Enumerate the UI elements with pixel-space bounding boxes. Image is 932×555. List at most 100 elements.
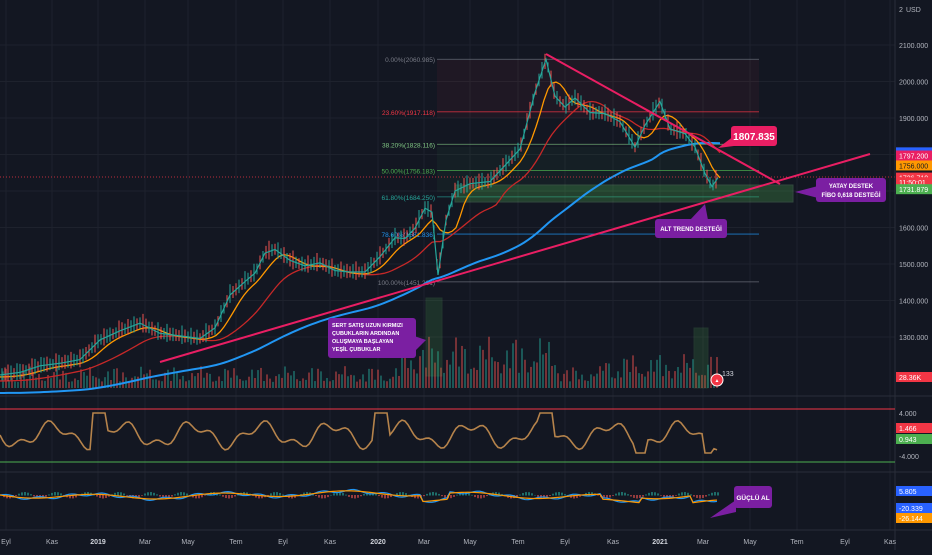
volume-bar [533,361,535,388]
sell-bars-callout[interactable]: SERT SATIŞ UZUN KIRMIZI ÇUBUKLARIN ARDIN… [328,318,426,358]
histogram-bar [693,495,695,497]
time-axis[interactable]: Eyl Kas 2019 Mar May Tem Eyl Kas 2020 Mar May Tem Ey… [1,539,896,546]
time-axis-label: Eyl [560,539,570,546]
volume-bar [689,367,691,388]
histogram-bar [396,493,398,496]
volume-bar [452,351,454,388]
volume-bar [155,379,157,388]
histogram-bar [678,493,680,496]
price-label-callout[interactable]: 1807.835 [718,126,777,148]
fibonacci-retracement[interactable]: 0.00%(2060.985) 23.60%(1917.118) 38.20%(18… [378,57,759,287]
histogram-bar [573,495,575,499]
moving-average-20-line [0,81,721,378]
histogram-bar [657,493,659,496]
histogram-bar [345,494,347,496]
histogram-bar [714,492,716,496]
volume-bar [590,374,592,388]
event-marker[interactable]: ▲ 133 [710,371,734,387]
histogram-bar [318,495,320,498]
price-badge [896,177,932,188]
volume-bar [629,372,631,388]
histogram-bar [624,492,626,496]
volume-bar [275,376,277,388]
horizontal-support-zone[interactable] [454,184,794,203]
volume-bar [296,379,298,388]
volume-bar [464,349,466,388]
volume-bar [341,374,343,388]
volume-bar [614,378,616,388]
histogram-bar [552,493,554,496]
oscillator-pane-1[interactable] [0,408,895,463]
green-bars-highlight-right[interactable] [693,327,709,389]
volume-bar [206,372,208,388]
histogram-bar [453,495,455,497]
moving-average-200-line [0,141,721,394]
histogram-bar [303,492,305,496]
volume-bar [611,377,613,388]
histogram-bar [138,495,140,498]
histogram-bar [636,495,638,499]
histogram-bar [405,493,407,496]
lower-trend-support-callout[interactable]: ALT TREND DESTEĞİ [655,204,727,238]
volume-bar [650,360,652,388]
descending-trendline[interactable] [545,53,781,185]
volume-bar [632,355,634,388]
histogram-bar [702,495,704,498]
volume-bar [128,381,130,388]
volume-bar [617,371,619,388]
volume-bar [143,374,145,388]
histogram-bar [423,495,425,497]
histogram-bar [234,495,236,497]
horizontal-support-callout[interactable]: YATAY DESTEK FİBO 0,618 DESTEĞİ [795,178,886,202]
histogram-bar [279,492,281,496]
price-tick-label: 1900.000 [899,116,928,123]
oscillator-badges: 4.000 -4.000 1.466 0.943 5.805 -20.339 -26.144 [896,411,932,523]
volume-bar [362,374,364,388]
histogram-bar [534,494,536,496]
histogram-bar [273,492,275,496]
histogram-bar [687,492,689,496]
histogram-bar [261,495,263,499]
volume-bar [221,381,223,388]
strong-buy-text: GÜÇLÜ AL [736,493,769,502]
time-axis-label: Eyl [278,539,288,546]
histogram-bar [615,493,617,496]
histogram-bar [282,494,284,496]
oscillator-pane-2[interactable] [0,488,719,504]
histogram-bar [603,495,605,499]
volume-bar [431,348,433,388]
volume-bar [242,380,244,388]
volume-bar [479,345,481,388]
volume-bar [158,380,160,388]
histogram-bar [627,494,629,496]
volume-bar [398,375,400,388]
osc2-badge-label: 5.805 [899,489,917,496]
green-bars-highlight-left[interactable] [425,297,443,377]
histogram-bar [477,495,479,499]
volume-bar [428,336,430,388]
strong-buy-callout[interactable]: GÜÇLÜ AL [710,486,772,518]
volume-bar [251,369,253,388]
histogram-bar [597,495,599,496]
sell-bars-line1: SERT SATIŞ UZUN KIRMIZI [332,323,403,329]
event-marker-count: 133 [722,371,734,378]
volume-bar [338,374,340,388]
histogram-bar [354,495,356,499]
histogram-bar [660,495,662,496]
volume-bar [272,381,274,388]
volume-bar [407,368,409,388]
ascending-trendline[interactable] [159,153,871,363]
histogram-bar [150,492,152,496]
histogram-bar [27,492,29,496]
oscillator-1-line [0,412,718,454]
histogram-bar [483,495,485,498]
histogram-bar [417,495,419,499]
volume-bar [266,374,268,388]
price-axis[interactable]: 2 USD 2100.0002000.0001900.0001800.00017… [896,7,932,523]
volume-bar [419,356,421,388]
histogram-bar [474,495,476,498]
volume-bar [476,369,478,388]
volume-bar [524,359,526,388]
